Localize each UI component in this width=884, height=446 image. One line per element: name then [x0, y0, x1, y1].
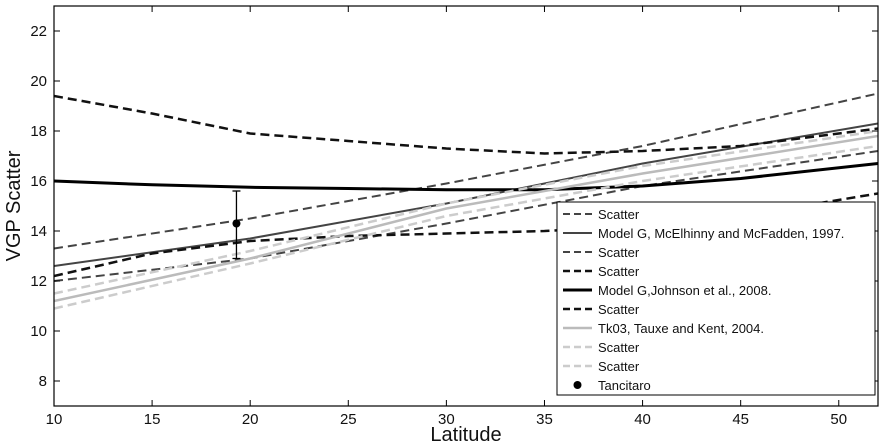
- x-tick-label: 10: [46, 411, 63, 428]
- plot-frame: [53, 5, 879, 407]
- series-line-6: [54, 192, 878, 278]
- x-tick-label: 45: [732, 411, 749, 428]
- legend-label: Tancitaro: [598, 378, 651, 393]
- series-line-8: [54, 129, 878, 295]
- x-tick-label: 20: [242, 411, 259, 428]
- series-line-9: [54, 144, 878, 310]
- y-tick-label: 16: [30, 173, 47, 190]
- x-tick-label: 15: [144, 411, 161, 428]
- y-tick-label: 14: [30, 223, 47, 240]
- series-line-5: [54, 162, 878, 192]
- legend-entry-4: Scatter: [563, 264, 640, 279]
- y-tick-label: 18: [30, 123, 47, 140]
- x-tick-label: 30: [438, 411, 455, 428]
- x-tick-label: 35: [536, 411, 553, 428]
- y-tick-label: 22: [30, 23, 47, 40]
- y-tick-label: 20: [30, 73, 47, 90]
- x-tick-label: 50: [830, 411, 847, 428]
- legend-label: Tk03, Tauxe and Kent, 2004.: [598, 321, 764, 336]
- legend: Scatter Model G, McElhinny and McFadden, …: [556, 201, 876, 396]
- legend-label: Model G, McElhinny and McFadden, 1997.: [598, 226, 844, 241]
- data-point-1: [232, 190, 241, 260]
- y-axis-label: VGP Scatter: [3, 150, 25, 261]
- legend-entry-8: Scatter: [563, 340, 640, 355]
- legend-label: Model G,Johnson et al., 2008.: [598, 283, 771, 298]
- legend-label: Scatter: [598, 302, 640, 317]
- legend-entry-1: Scatter: [563, 207, 640, 222]
- data-points: [232, 190, 241, 260]
- x-axis-label: Latitude: [430, 424, 501, 446]
- legend-label: Scatter: [598, 340, 640, 355]
- y-tick-label: 10: [30, 323, 47, 340]
- legend-marker: [573, 381, 582, 389]
- legend-label: Scatter: [598, 359, 640, 374]
- series-line-2: [54, 122, 878, 267]
- legend-entry-2: Model G, McElhinny and McFadden, 1997.: [563, 226, 844, 241]
- series-line-7: [54, 134, 878, 303]
- legend-entry-10: Tancitaro: [573, 378, 651, 393]
- legend-entry-3: Scatter: [563, 245, 640, 260]
- legend-label: Scatter: [598, 207, 640, 222]
- y-tick-label: 8: [39, 373, 47, 390]
- series-line-4: [54, 94, 878, 155]
- x-tick-label: 40: [634, 411, 651, 428]
- y-axis-ticks: 8 10 12 14 16 18 20 22: [30, 23, 878, 390]
- legend-box: [556, 201, 876, 396]
- legend-entry-9: Scatter: [563, 359, 640, 374]
- legend-entry-7: Tk03, Tauxe and Kent, 2004.: [563, 321, 764, 336]
- x-tick-label: 25: [340, 411, 357, 428]
- y-tick-label: 12: [30, 273, 47, 290]
- legend-label: Scatter: [598, 245, 640, 260]
- series-line-1: [54, 92, 878, 250]
- legend-label: Scatter: [598, 264, 640, 279]
- point-marker: [232, 219, 241, 228]
- series-lines: [54, 92, 878, 310]
- x-axis-ticks: 10 15 20 25 30 35 40 45 50: [46, 6, 847, 428]
- legend-entry-6: Scatter: [563, 302, 640, 317]
- legend-entry-5: Model G,Johnson et al., 2008.: [563, 283, 771, 298]
